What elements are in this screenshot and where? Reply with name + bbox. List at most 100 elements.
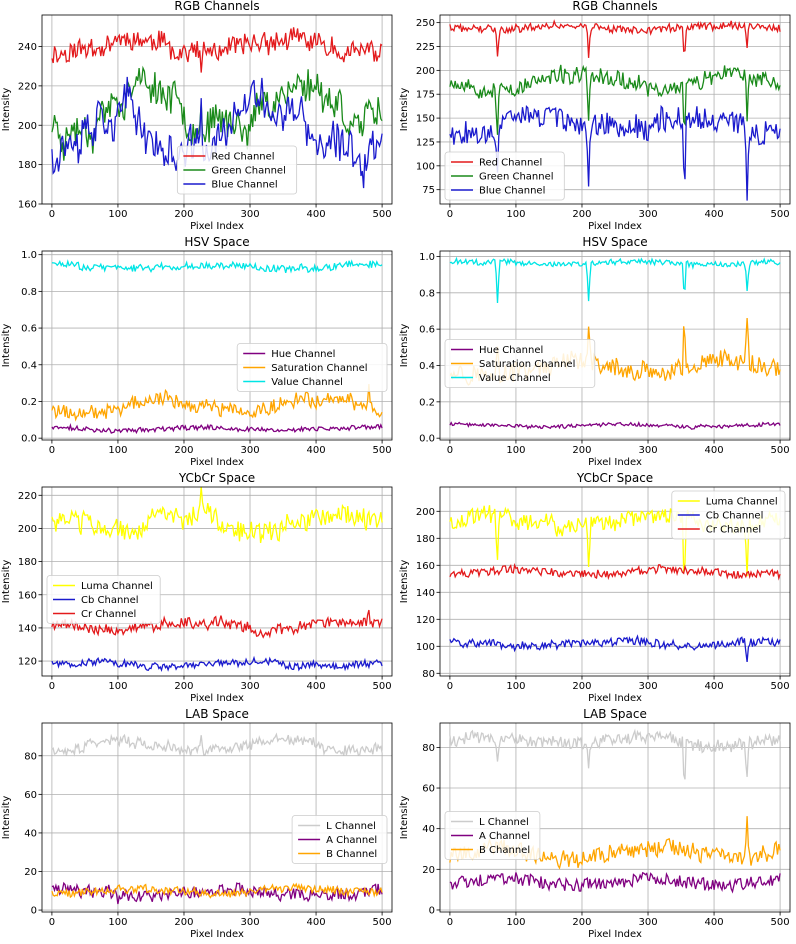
chart-panel-8: LAB Space 0 100 200 300 400 500 0 20 40 60 80 Pixel …: [399, 708, 791, 940]
chart-panel-4: HSV Space 0 100 200 300 400 500 0.0 0.2 0.4 0.6 0.8…: [399, 236, 791, 468]
x-tick-label: 200: [174, 681, 193, 692]
legend-label: Blue Channel: [479, 186, 545, 197]
legend-box: [236, 343, 388, 392]
y-tick-label: 40: [422, 824, 435, 835]
y-tick-label: 40: [24, 828, 37, 839]
legend-label: Value Channel: [271, 377, 343, 388]
legend-box: [291, 815, 388, 864]
plot-frame: [439, 250, 791, 441]
y-axis-label: Intensity: [1, 324, 12, 368]
legend-label: L Channel: [326, 821, 376, 832]
plot-frame: [41, 486, 393, 677]
x-tick-label: 300: [638, 917, 657, 928]
x-axis-label: Pixel Index: [588, 221, 642, 232]
y-tick-label: 0: [31, 906, 37, 917]
chart-title: RGB Channels: [174, 0, 259, 13]
y-tick-label: 0.8: [419, 288, 435, 299]
x-tick-label: 200: [174, 445, 193, 456]
chart-legend: L Channel A Channel B Channel: [291, 815, 388, 864]
legend-label: L Channel: [479, 817, 529, 828]
x-axis-label: Pixel Index: [190, 929, 244, 940]
x-tick-label: 0: [447, 681, 453, 692]
chart-legend: Red Channel Green Channel Blue Channel: [176, 145, 298, 195]
y-tick-label: 80: [24, 751, 37, 762]
legend-box: [444, 151, 565, 201]
y-tick-label: 225: [416, 42, 435, 53]
series-line-saturation-channel: [51, 383, 383, 422]
x-tick-label: 400: [705, 209, 724, 220]
x-tick-label: 100: [506, 681, 525, 692]
chart-panel-7: LAB Space 0 100 200 300 400 500 0 20 40 60 80 Pixel …: [1, 708, 393, 940]
x-tick-label: 500: [373, 681, 392, 692]
series-line-l-channel: [51, 732, 383, 757]
x-tick-label: 300: [638, 209, 657, 220]
x-tick-label: 200: [572, 917, 591, 928]
y-tick-label: 200: [18, 121, 37, 132]
x-tick-label: 200: [174, 917, 193, 928]
y-axis-label: Intensity: [1, 560, 12, 604]
chart-panel-5: YCbCr Space 0 100 200 300 400 500 120 140 160 180 2…: [1, 472, 393, 704]
chart-title: YCbCr Space: [576, 472, 653, 485]
y-tick-label: 60: [24, 790, 37, 801]
series-line-a-channel: [449, 871, 781, 894]
x-tick-label: 400: [307, 445, 326, 456]
series-line-luma-channel: [51, 487, 383, 544]
x-tick-label: 100: [506, 445, 525, 456]
legend-box: [176, 145, 298, 195]
chart-title: YCbCr Space: [178, 472, 255, 485]
y-tick-label: 125: [416, 137, 435, 148]
chart-title: LAB Space: [583, 708, 647, 721]
chart-legend: Hue Channel Saturation Channel Value Chann…: [444, 339, 596, 388]
y-tick-label: 0: [429, 905, 435, 916]
chart-panel-6: YCbCr Space 0 100 200 300 400 500 80 100 120 140 16…: [399, 472, 791, 704]
x-tick-label: 0: [447, 209, 453, 220]
legend-label: Red Channel: [479, 158, 542, 169]
y-tick-label: 240: [18, 42, 37, 53]
x-tick-label: 200: [174, 209, 193, 220]
y-tick-label: 75: [422, 185, 435, 196]
y-tick-label: 1.0: [21, 250, 37, 261]
legend-label: Blue Channel: [211, 180, 277, 191]
y-tick-label: 1.0: [419, 252, 435, 263]
y-tick-label: 120: [18, 657, 37, 668]
legend-label: Saturation Channel: [271, 363, 367, 374]
legend-box: [671, 490, 786, 540]
y-tick-label: 100: [416, 161, 435, 172]
y-tick-label: 80: [422, 743, 435, 754]
legend-label: Hue Channel: [479, 345, 543, 356]
chart-panel-2: RGB Channels 0 100 200 300 400 500 75 100 125 150 1…: [399, 0, 791, 232]
x-tick-label: 500: [373, 917, 392, 928]
y-tick-label: 0.0: [419, 434, 435, 445]
y-tick-label: 180: [416, 534, 435, 545]
y-tick-label: 0.8: [21, 287, 37, 298]
y-tick-label: 80: [422, 669, 435, 680]
y-tick-label: 220: [18, 81, 37, 92]
plot-frame: [439, 486, 791, 677]
chart-legend: Luma Channel Cb Channel Cr Channel: [671, 490, 786, 540]
x-axis-label: Pixel Index: [588, 693, 642, 704]
series-line-green-channel: [449, 64, 781, 135]
x-tick-label: 300: [638, 445, 657, 456]
x-axis-label: Pixel Index: [190, 457, 244, 468]
x-tick-label: 500: [373, 209, 392, 220]
y-tick-label: 220: [18, 491, 37, 502]
y-tick-label: 0.6: [21, 324, 37, 335]
y-tick-label: 200: [18, 524, 37, 535]
plot-frame: [41, 250, 393, 441]
chart-title: RGB Channels: [572, 0, 657, 13]
x-tick-label: 200: [572, 681, 591, 692]
series-line-green-channel: [51, 65, 383, 161]
x-tick-label: 0: [447, 917, 453, 928]
y-axis-label: Intensity: [399, 560, 410, 604]
legend-label: Red Channel: [211, 152, 274, 163]
chart-title: HSV Space: [184, 236, 249, 249]
x-tick-label: 0: [447, 445, 453, 456]
chart-legend: Red Channel Green Channel Blue Channel: [444, 151, 565, 201]
x-tick-label: 400: [705, 681, 724, 692]
y-tick-label: 60: [422, 784, 435, 795]
y-tick-label: 180: [18, 557, 37, 568]
legend-label: Green Channel: [479, 172, 554, 183]
x-tick-label: 100: [108, 917, 127, 928]
y-tick-label: 140: [416, 588, 435, 599]
